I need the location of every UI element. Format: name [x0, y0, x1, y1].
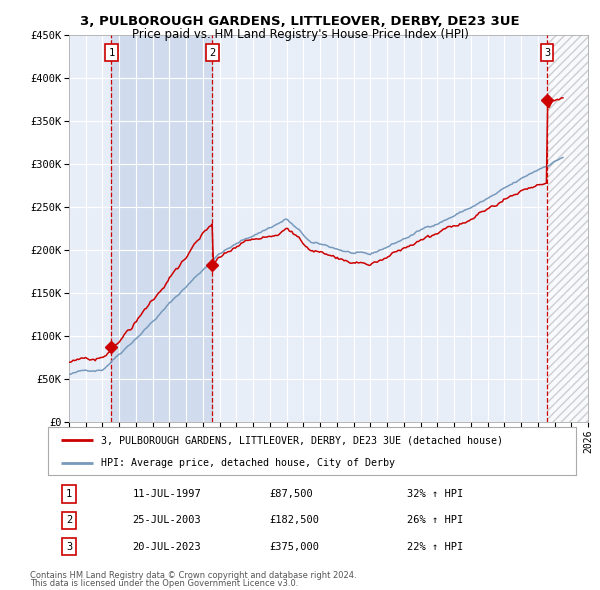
Text: This data is licensed under the Open Government Licence v3.0.: This data is licensed under the Open Gov… [30, 579, 298, 588]
Text: £375,000: £375,000 [270, 542, 320, 552]
Text: HPI: Average price, detached house, City of Derby: HPI: Average price, detached house, City… [101, 458, 395, 468]
Text: £182,500: £182,500 [270, 516, 320, 525]
Text: 2: 2 [209, 48, 215, 58]
Text: Contains HM Land Registry data © Crown copyright and database right 2024.: Contains HM Land Registry data © Crown c… [30, 571, 356, 579]
Text: 32% ↑ HPI: 32% ↑ HPI [407, 489, 463, 499]
Text: 26% ↑ HPI: 26% ↑ HPI [407, 516, 463, 525]
Text: Price paid vs. HM Land Registry's House Price Index (HPI): Price paid vs. HM Land Registry's House … [131, 28, 469, 41]
Text: 3, PULBOROUGH GARDENS, LITTLEOVER, DERBY, DE23 3UE (detached house): 3, PULBOROUGH GARDENS, LITTLEOVER, DERBY… [101, 435, 503, 445]
Text: 2: 2 [66, 516, 72, 525]
Text: 20-JUL-2023: 20-JUL-2023 [133, 542, 201, 552]
Text: 3, PULBOROUGH GARDENS, LITTLEOVER, DERBY, DE23 3UE: 3, PULBOROUGH GARDENS, LITTLEOVER, DERBY… [80, 15, 520, 28]
Text: £87,500: £87,500 [270, 489, 314, 499]
Text: 1: 1 [108, 48, 115, 58]
Text: 25-JUL-2003: 25-JUL-2003 [133, 516, 201, 525]
Bar [547, 35, 588, 422]
Text: 1: 1 [66, 489, 72, 499]
Text: 3: 3 [66, 542, 72, 552]
Bar [112, 35, 212, 422]
Text: 3: 3 [544, 48, 550, 58]
Text: 22% ↑ HPI: 22% ↑ HPI [407, 542, 463, 552]
Text: 11-JUL-1997: 11-JUL-1997 [133, 489, 201, 499]
